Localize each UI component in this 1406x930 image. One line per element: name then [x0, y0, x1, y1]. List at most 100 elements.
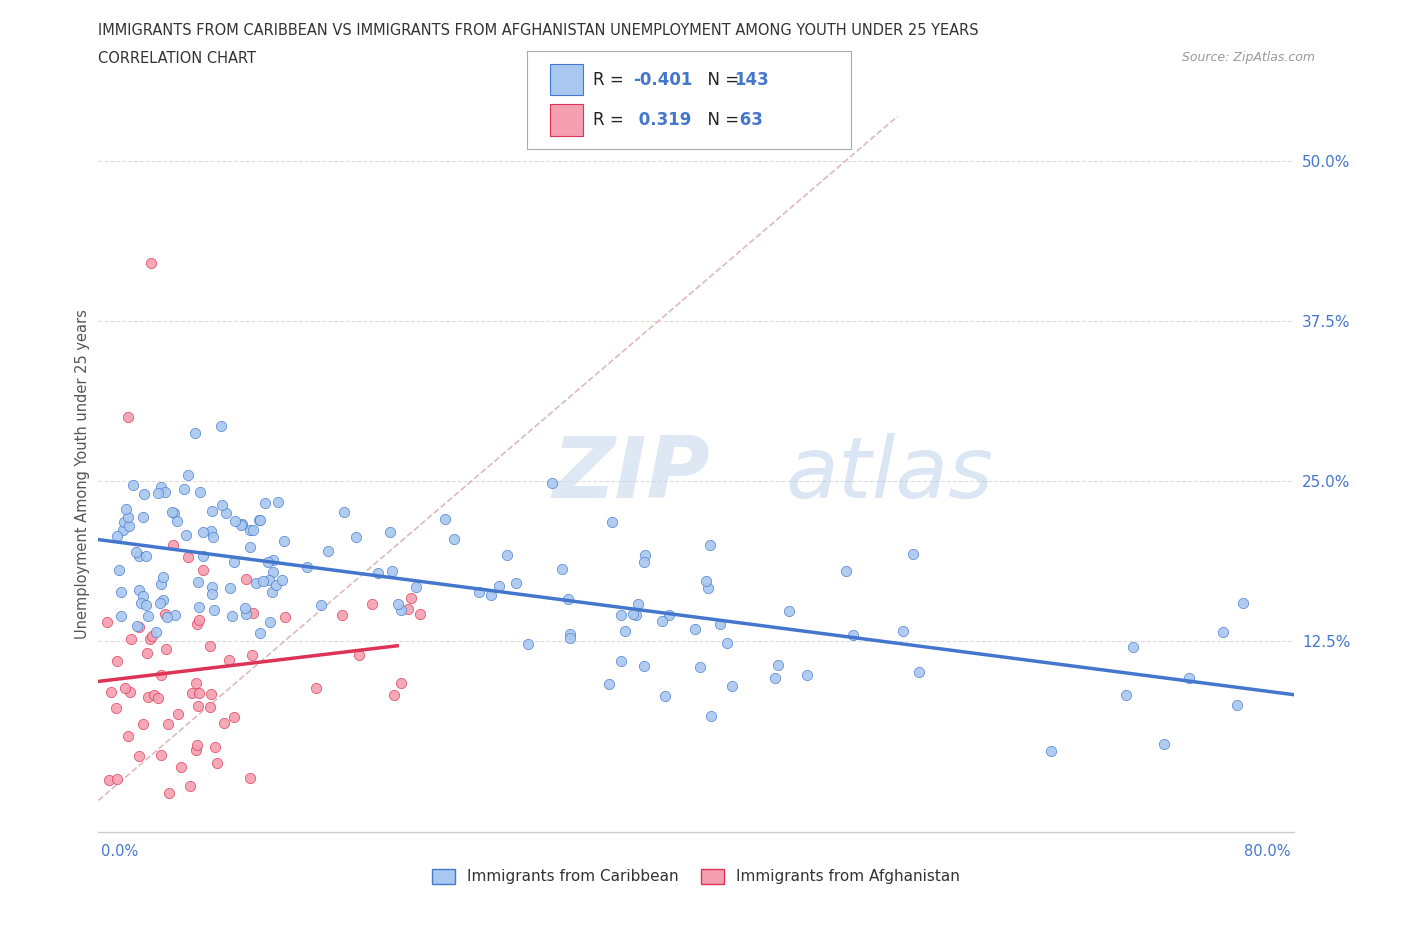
Point	[120, 631, 142, 646]
Point	[768, 658, 790, 672]
Point	[139, 631, 162, 646]
Point	[187, 698, 209, 713]
Point	[242, 647, 264, 662]
Point	[170, 760, 193, 775]
Point	[399, 591, 422, 605]
Point	[367, 565, 389, 580]
Point	[634, 547, 657, 562]
Y-axis label: Unemployment Among Youth under 25 years: Unemployment Among Youth under 25 years	[75, 310, 90, 639]
Legend: Immigrants from Caribbean, Immigrants from Afghanistan: Immigrants from Caribbean, Immigrants fr…	[426, 863, 966, 891]
Point	[108, 563, 131, 578]
Point	[235, 606, 257, 621]
Point	[252, 574, 274, 589]
Point	[131, 595, 153, 610]
Point	[330, 607, 353, 622]
Point	[304, 681, 326, 696]
Text: ZIP: ZIP	[553, 432, 710, 516]
Text: -0.401: -0.401	[633, 71, 692, 88]
Point	[205, 755, 228, 770]
Point	[396, 602, 419, 617]
Point	[153, 485, 176, 500]
Point	[135, 598, 157, 613]
Point	[262, 565, 284, 579]
Point	[242, 605, 264, 620]
Point	[842, 628, 865, 643]
Point	[796, 668, 818, 683]
Point	[238, 540, 260, 555]
Text: 80.0%: 80.0%	[1244, 844, 1291, 859]
Point	[333, 505, 356, 520]
Point	[105, 772, 128, 787]
Text: CORRELATION CHART: CORRELATION CHART	[98, 51, 256, 66]
Point	[152, 569, 174, 584]
Point	[141, 629, 163, 644]
Point	[229, 517, 252, 532]
Point	[202, 603, 225, 618]
Point	[245, 576, 267, 591]
Point	[266, 495, 288, 510]
Point	[98, 772, 121, 787]
Point	[186, 737, 208, 752]
Point	[633, 555, 655, 570]
Point	[162, 505, 184, 520]
Point	[249, 512, 271, 527]
Point	[110, 585, 132, 600]
Point	[201, 587, 224, 602]
Point	[381, 564, 404, 578]
Point	[540, 475, 562, 490]
Point	[891, 624, 914, 639]
Point	[187, 613, 209, 628]
Point	[112, 515, 135, 530]
Point	[689, 659, 711, 674]
Point	[295, 560, 318, 575]
Point	[128, 620, 150, 635]
Point	[316, 543, 339, 558]
Point	[153, 607, 176, 622]
Point	[1232, 596, 1254, 611]
Point	[186, 743, 208, 758]
Point	[114, 502, 136, 517]
Point	[187, 600, 209, 615]
Point	[198, 638, 221, 653]
Point	[145, 624, 167, 639]
Point	[128, 549, 150, 564]
Point	[136, 646, 159, 661]
Point	[160, 504, 183, 519]
Point	[253, 496, 276, 511]
Point	[117, 729, 139, 744]
Point	[262, 553, 284, 568]
Point	[212, 715, 235, 730]
Point	[183, 425, 205, 440]
Point	[125, 544, 148, 559]
Point	[488, 578, 510, 593]
Point	[259, 572, 281, 587]
Point	[150, 480, 173, 495]
Text: 0.319: 0.319	[633, 112, 692, 129]
Point	[211, 498, 233, 512]
Point	[222, 554, 245, 569]
Point	[173, 482, 195, 497]
Point	[105, 654, 128, 669]
Point	[344, 530, 367, 545]
Point	[409, 606, 432, 621]
Point	[1039, 743, 1062, 758]
Point	[155, 642, 177, 657]
Point	[633, 658, 655, 673]
Point	[389, 603, 412, 618]
Point	[114, 680, 136, 695]
Point	[378, 525, 401, 540]
Point	[235, 571, 257, 586]
Point	[143, 687, 166, 702]
Text: atlas: atlas	[786, 432, 994, 516]
Point	[233, 601, 256, 616]
Point	[184, 675, 207, 690]
Point	[610, 608, 633, 623]
Point	[309, 598, 332, 613]
Point	[360, 597, 382, 612]
Point	[177, 550, 200, 565]
Point	[558, 631, 581, 645]
Point	[152, 592, 174, 607]
Point	[166, 513, 188, 528]
Point	[179, 778, 201, 793]
Point	[239, 771, 262, 786]
